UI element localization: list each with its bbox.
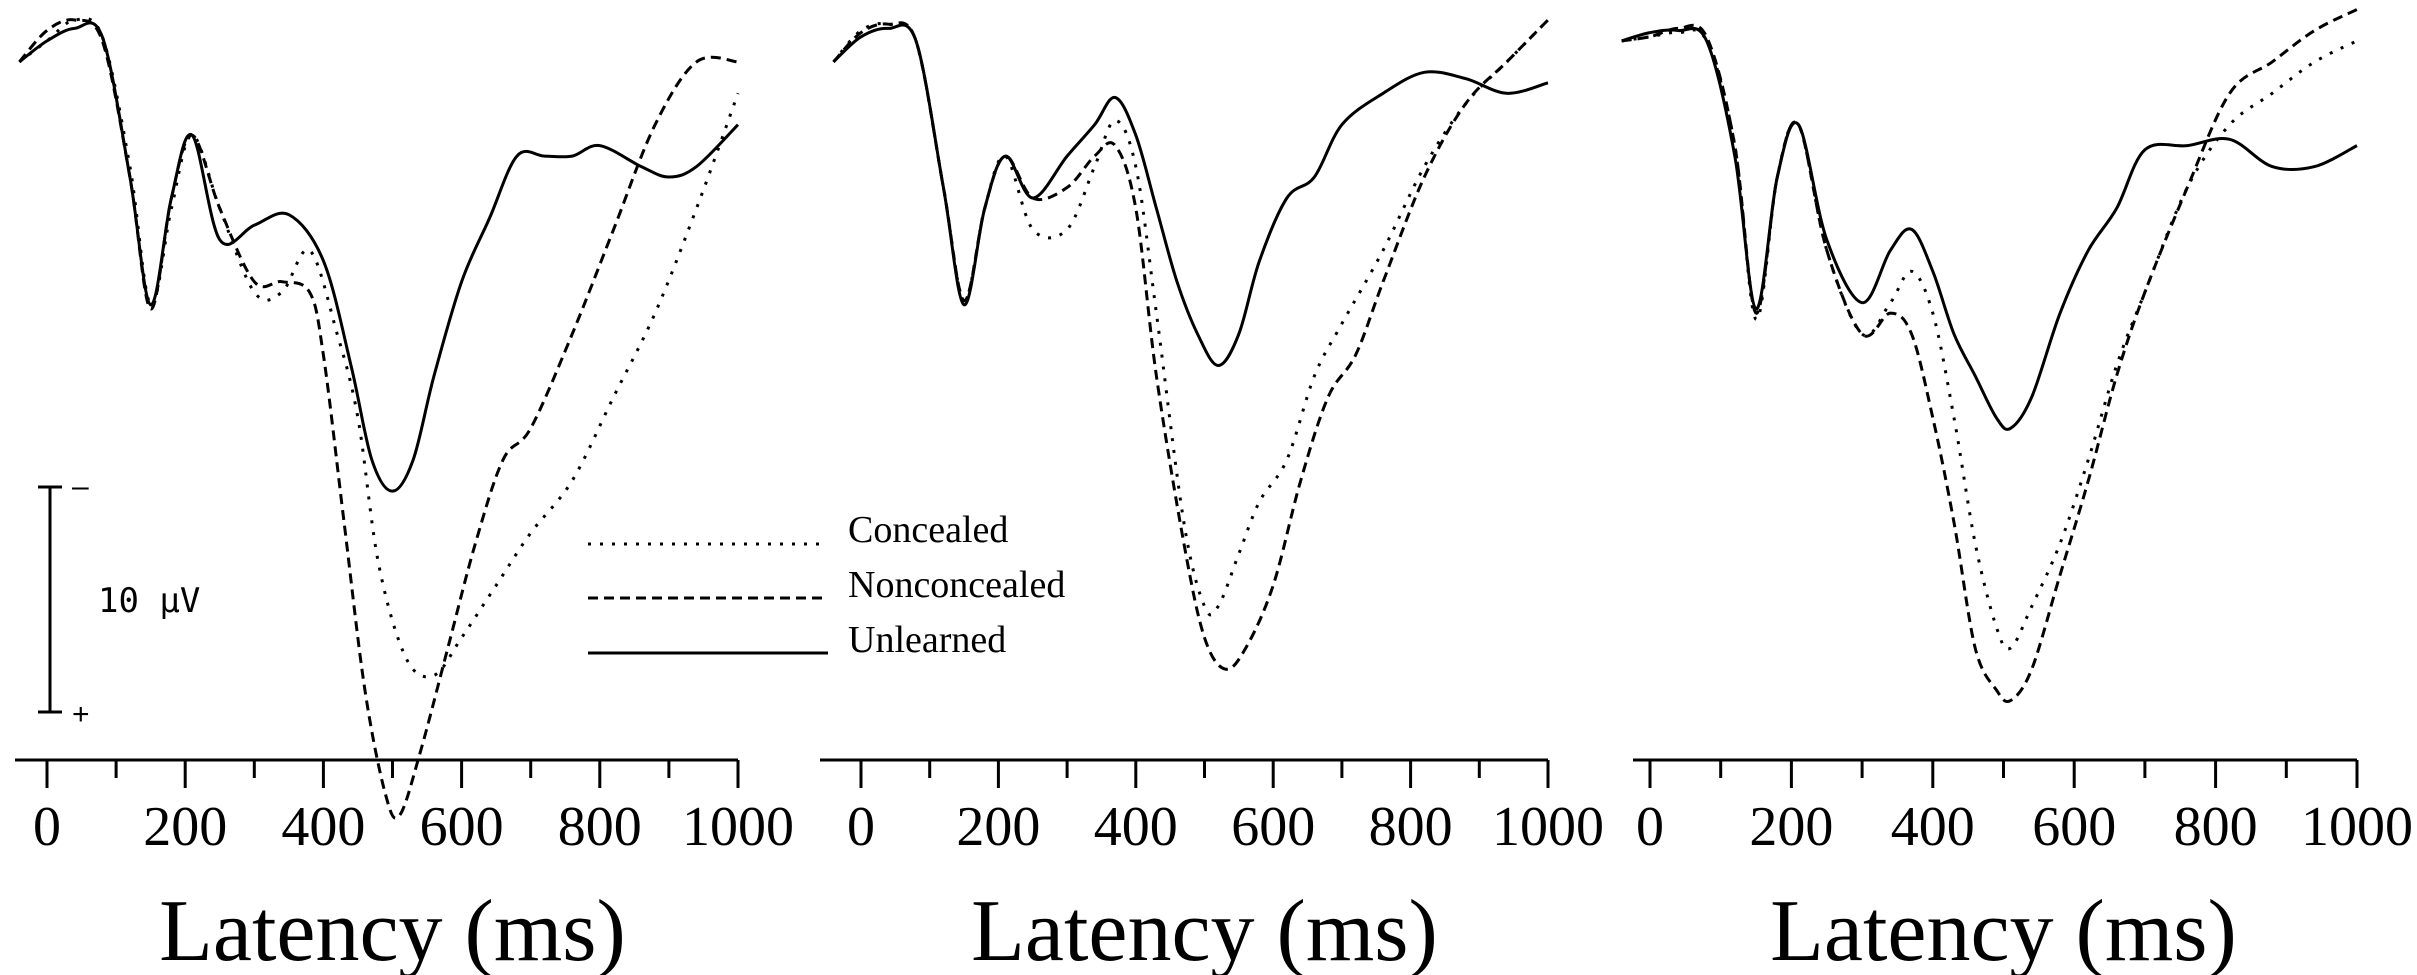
x-tick-label: 400: [1891, 796, 1975, 858]
x-axis-label: Latency (ms): [159, 883, 626, 975]
erp-panels: 0 200 400 600 800 1000 Latency (ms) 0 200 400 600 8…: [15, 8, 2413, 975]
x-tick-label: 800: [1369, 796, 1453, 858]
x-tick-label: 600: [2032, 796, 2116, 858]
x-tick-label: 600: [420, 796, 504, 858]
legend-label-unlearned: Unlearned: [848, 619, 1006, 661]
erp-panel-3: 0 200 400 600 800 1000 Latency (ms): [1621, 8, 2413, 975]
erp-panel-1: 0 200 400 600 800 1000 Latency (ms): [15, 17, 794, 975]
x-tick-label: 800: [2174, 796, 2258, 858]
x-tick-label: 400: [281, 796, 365, 858]
x-tick-label: 200: [1749, 796, 1833, 858]
series-line-nonconcealed: [1621, 8, 2358, 704]
x-tick-label: 400: [1094, 796, 1178, 858]
series-line-concealed: [18, 17, 740, 679]
x-tick-label: 1000: [682, 796, 794, 858]
scale-bar-positive-sign: +: [72, 698, 90, 731]
erp-panel-2: 0 200 400 600 800 1000 Latency (ms): [820, 18, 1604, 975]
legend-label-concealed: Concealed: [848, 509, 1008, 551]
legend: Concealed Nonconcealed Unlearned: [588, 509, 1065, 661]
x-axis-label: Latency (ms): [971, 883, 1438, 975]
x-tick-label: 200: [956, 796, 1040, 858]
series-line-unlearned: [1621, 26, 2358, 431]
voltage-scale-bar: – + 10 µV: [38, 470, 200, 731]
x-tick-label: 600: [1231, 796, 1315, 858]
series-line-nonconcealed: [18, 18, 739, 820]
legend-label-nonconcealed: Nonconcealed: [848, 564, 1065, 606]
scale-bar-negative-sign: –: [72, 470, 89, 503]
x-tick-label: 200: [143, 796, 227, 858]
series-line-unlearned: [832, 23, 1549, 367]
x-tick-label: 800: [558, 796, 642, 858]
x-axis-label: Latency (ms): [1770, 883, 2237, 975]
scale-bar-label: 10 µV: [98, 581, 200, 621]
x-tick-label: 0: [33, 796, 61, 858]
series-line-unlearned: [18, 21, 740, 493]
x-tick-label: 1000: [2301, 796, 2413, 858]
x-tick-label: 0: [847, 796, 875, 858]
x-tick-label: 1000: [1492, 796, 1604, 858]
x-tick-label: 0: [1636, 796, 1664, 858]
